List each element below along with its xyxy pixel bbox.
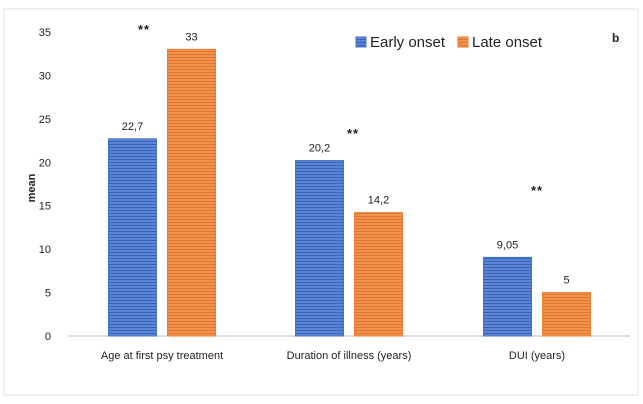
- category-labels-group: Age at first psy treatment Duration of il…: [101, 350, 565, 362]
- bar-early-onset: [108, 138, 157, 337]
- bar-late-onset: [542, 292, 591, 337]
- category-label: Duration of illness (years): [287, 350, 412, 362]
- legend-swatch: [355, 36, 367, 48]
- y-axis: 0 5 10 15 20 25 30 35: [39, 27, 51, 343]
- category-label: Age at first psy treatment: [101, 350, 223, 362]
- legend-swatch: [457, 36, 469, 48]
- y-axis-title: mean: [26, 173, 38, 202]
- y-tick-label: 25: [39, 114, 51, 126]
- bar-value-label: 22,7: [122, 121, 143, 133]
- y-tick-label: 5: [45, 288, 51, 300]
- y-tick-label: 0: [45, 331, 51, 343]
- significance-marker: **: [138, 22, 150, 37]
- y-tick-label: 10: [39, 244, 51, 256]
- y-tick-label: 35: [39, 27, 51, 39]
- legend: Early onset Late onset: [355, 34, 543, 51]
- bars-group: [108, 48, 591, 337]
- significance-marker: **: [531, 183, 543, 198]
- legend-label: Late onset: [472, 34, 543, 51]
- legend-label: Early onset: [370, 34, 446, 51]
- bar-early-onset: [483, 256, 532, 337]
- value-labels-group: 22,7 33 20,2 14,2 9,05 5: [122, 31, 570, 286]
- bar-value-label: 14,2: [368, 195, 389, 207]
- chart-frame: [3, 8, 639, 396]
- significance-labels-group: ** ** **: [138, 22, 543, 198]
- y-tick-label: 20: [39, 157, 51, 169]
- bar-value-label: 33: [185, 31, 197, 43]
- category-label: DUI (years): [509, 350, 565, 362]
- bar-value-label: 20,2: [309, 143, 330, 155]
- bar-early-onset: [295, 160, 344, 337]
- bar-late-onset: [354, 212, 403, 337]
- y-tick-label: 30: [39, 70, 51, 82]
- bar-value-label: 5: [563, 275, 569, 287]
- bar-late-onset: [167, 48, 216, 337]
- panel-label: b: [612, 31, 619, 45]
- bar-value-label: 9,05: [497, 239, 518, 251]
- significance-marker: **: [347, 126, 359, 141]
- y-tick-label: 15: [39, 201, 51, 213]
